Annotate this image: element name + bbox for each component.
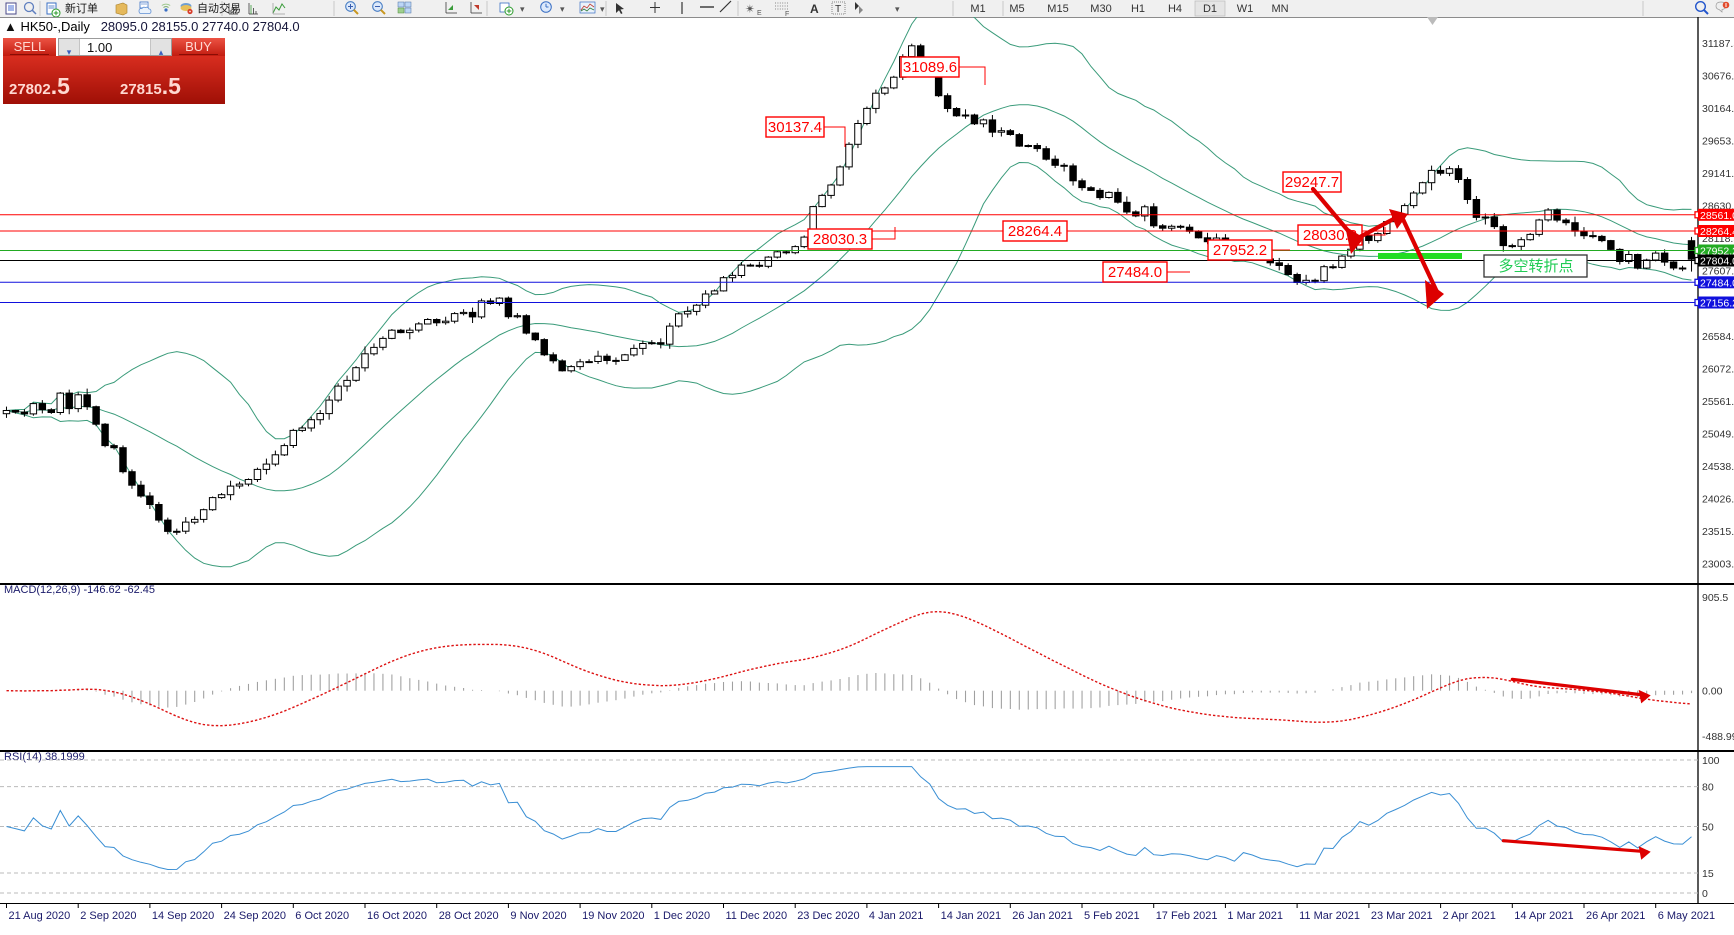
svg-text:21 Aug 2020: 21 Aug 2020 — [9, 910, 71, 922]
svg-text:30137.4: 30137.4 — [768, 119, 822, 136]
svg-text:E: E — [757, 10, 762, 17]
svg-text:27952.2: 27952.2 — [1213, 242, 1267, 259]
svg-text:28264.4: 28264.4 — [1008, 223, 1062, 240]
svg-text:27484.0: 27484.0 — [1700, 277, 1734, 289]
svg-text:1 Mar 2021: 1 Mar 2021 — [1227, 910, 1283, 922]
svg-text:24 Sep 2020: 24 Sep 2020 — [224, 910, 286, 922]
svg-text:28561.0: 28561.0 — [1700, 210, 1734, 222]
svg-text:▾: ▾ — [600, 4, 605, 14]
svg-text:M1: M1 — [970, 3, 985, 15]
svg-text:27804.0: 27804.0 — [1700, 256, 1734, 268]
svg-text:25049.5: 25049.5 — [1702, 428, 1734, 440]
svg-text:H4: H4 — [1168, 3, 1182, 15]
svg-text:5 Feb 2021: 5 Feb 2021 — [1084, 910, 1140, 922]
svg-text:A: A — [810, 2, 819, 16]
svg-text:50: 50 — [1702, 822, 1714, 834]
svg-text:M30: M30 — [1090, 3, 1111, 15]
svg-text:26 Apr 2021: 26 Apr 2021 — [1586, 910, 1645, 922]
svg-text:11 Mar 2021: 11 Mar 2021 — [1299, 910, 1360, 922]
svg-text:26072.5: 26072.5 — [1702, 363, 1734, 375]
svg-text:9 Nov 2020: 9 Nov 2020 — [510, 910, 566, 922]
svg-text:905.5: 905.5 — [1702, 592, 1728, 604]
svg-text:H1: H1 — [1131, 3, 1145, 15]
svg-text:19 Nov 2020: 19 Nov 2020 — [582, 910, 644, 922]
svg-text:自动交易: 自动交易 — [197, 1, 241, 15]
svg-text:30164.5: 30164.5 — [1702, 103, 1734, 115]
svg-text:31187.5: 31187.5 — [1702, 38, 1734, 50]
svg-text:6 Oct 2020: 6 Oct 2020 — [295, 910, 349, 922]
svg-text:23515.0: 23515.0 — [1702, 526, 1734, 538]
svg-text:0: 0 — [1702, 888, 1708, 900]
svg-text:M15: M15 — [1047, 3, 1068, 15]
svg-text:29141.5: 29141.5 — [1702, 168, 1734, 180]
svg-text:23003.5: 23003.5 — [1702, 559, 1734, 571]
svg-text:24538.0: 24538.0 — [1702, 461, 1734, 473]
svg-text:28264.4: 28264.4 — [1700, 226, 1734, 238]
svg-text:27156.2: 27156.2 — [1700, 298, 1734, 310]
svg-text:14 Jan 2021: 14 Jan 2021 — [941, 910, 1002, 922]
svg-text:25561.0: 25561.0 — [1702, 396, 1734, 408]
svg-text:26 Jan 2021: 26 Jan 2021 — [1012, 910, 1073, 922]
svg-text:新订单: 新订单 — [65, 1, 98, 15]
svg-text:W1: W1 — [1237, 3, 1254, 15]
svg-text:M5: M5 — [1009, 3, 1024, 15]
svg-text:29653.0: 29653.0 — [1702, 136, 1734, 148]
svg-text:23 Mar 2021: 23 Mar 2021 — [1371, 910, 1433, 922]
svg-text:11 Dec 2020: 11 Dec 2020 — [726, 910, 788, 922]
svg-text:▾: ▾ — [520, 4, 525, 14]
svg-text:MN: MN — [1271, 3, 1288, 15]
svg-text:4 Jan 2021: 4 Jan 2021 — [869, 910, 923, 922]
svg-text:T: T — [835, 4, 841, 15]
svg-text:2 Sep 2020: 2 Sep 2020 — [80, 910, 136, 922]
svg-text:16 Oct 2020: 16 Oct 2020 — [367, 910, 427, 922]
svg-text:▾: ▾ — [895, 4, 900, 14]
svg-text:D1: D1 — [1203, 3, 1217, 15]
svg-text:28030.3: 28030.3 — [813, 231, 867, 248]
svg-text:0.00: 0.00 — [1702, 686, 1723, 698]
svg-text:100: 100 — [1702, 755, 1720, 767]
svg-text:15: 15 — [1702, 868, 1714, 880]
svg-text:14 Sep 2020: 14 Sep 2020 — [152, 910, 214, 922]
svg-text:27484.0: 27484.0 — [1108, 264, 1162, 281]
svg-text:27607.0: 27607.0 — [1702, 266, 1734, 278]
svg-text:6 May 2021: 6 May 2021 — [1658, 910, 1715, 922]
svg-text:2 Apr 2021: 2 Apr 2021 — [1443, 910, 1496, 922]
svg-text:14 Apr 2021: 14 Apr 2021 — [1514, 910, 1573, 922]
svg-text:多空转折点: 多空转折点 — [1498, 258, 1573, 275]
svg-text:28 Oct 2020: 28 Oct 2020 — [439, 910, 499, 922]
svg-text:▾: ▾ — [560, 4, 565, 14]
svg-text:30676.0: 30676.0 — [1702, 71, 1734, 83]
svg-text:24026.5: 24026.5 — [1702, 493, 1734, 505]
svg-text:80: 80 — [1702, 782, 1714, 794]
svg-text:✴: ✴ — [745, 2, 755, 16]
svg-text:31089.6: 31089.6 — [903, 59, 957, 76]
svg-text:23 Dec 2020: 23 Dec 2020 — [797, 910, 859, 922]
svg-text:26584.0: 26584.0 — [1702, 331, 1734, 343]
svg-text:-488.99: -488.99 — [1702, 731, 1734, 743]
svg-text:1 Dec 2020: 1 Dec 2020 — [654, 910, 710, 922]
svg-text:17 Feb 2021: 17 Feb 2021 — [1156, 910, 1218, 922]
